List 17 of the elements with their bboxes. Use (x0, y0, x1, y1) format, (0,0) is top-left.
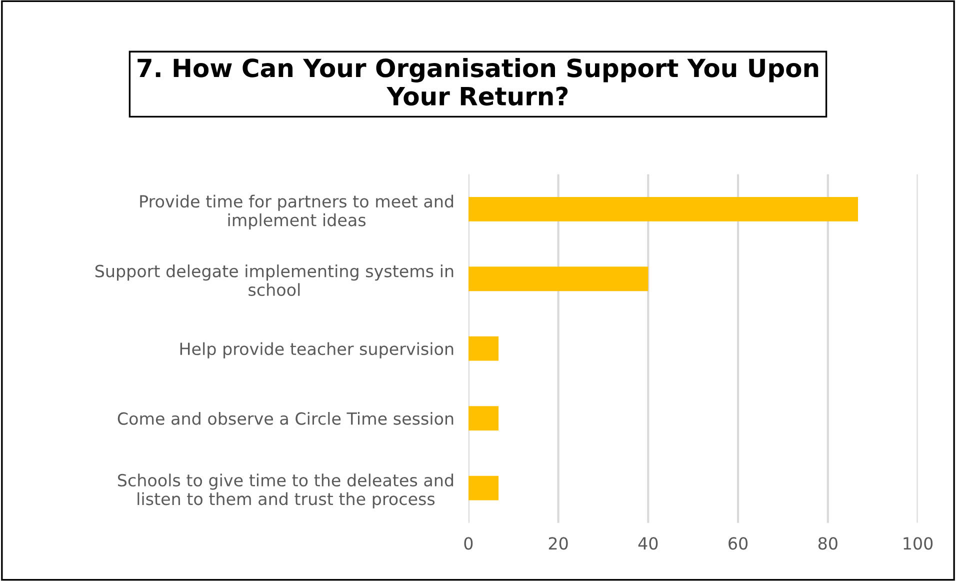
chart-title: 7. How Can Your Organisation Support You Upon Your Return? (138, 58, 818, 106)
x-tick-label: 0 (464, 537, 473, 550)
bar (468, 336, 499, 361)
bar (468, 406, 499, 431)
bar (468, 476, 499, 500)
y-tick-label: Provide time for partners to meet and implement ideas (140, 194, 454, 230)
bar (468, 196, 858, 222)
y-tick-label: Come and observe a Circle Time session (118, 412, 454, 425)
x-tick-label: 20 (548, 537, 568, 550)
y-tick-label: Support delegate implementing systems in school (95, 264, 454, 296)
x-tick-label: 100 (904, 537, 933, 550)
y-tick-label: Schools to give time to the deleates and listen to them and trust the process (118, 474, 454, 508)
bar (468, 266, 648, 292)
x-tick-label: 60 (728, 537, 748, 550)
x-tick-label: 40 (638, 537, 658, 550)
x-tick-label: 80 (818, 537, 838, 550)
y-tick-label: Help provide teacher supervision (180, 342, 454, 358)
